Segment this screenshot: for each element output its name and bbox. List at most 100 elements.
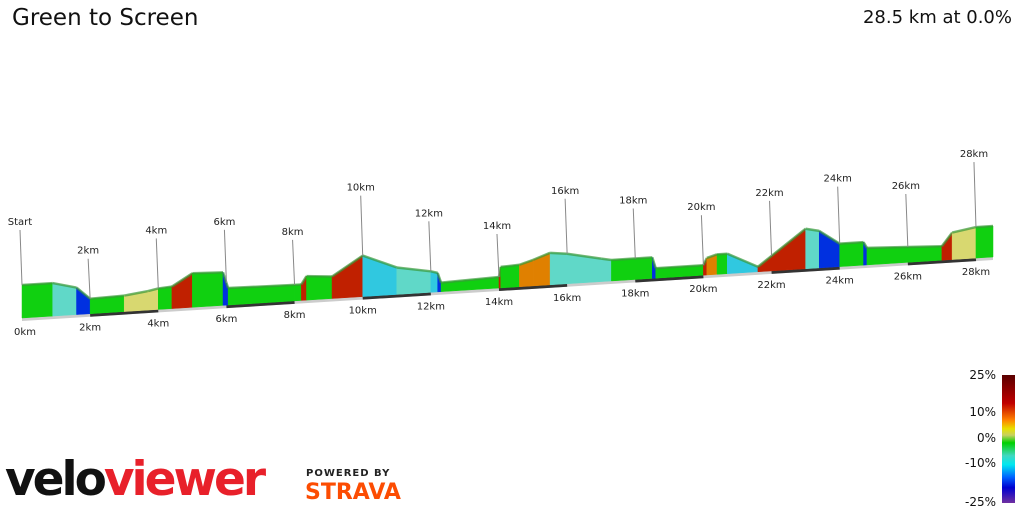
marker-label: 6km [213,217,235,228]
distance-band [90,309,159,317]
marker-label: 8km [282,227,304,238]
powered-by-label: POWERED BY [306,468,391,479]
marker-line [564,198,568,254]
profile-segment [549,252,568,286]
marker-line [19,229,23,286]
profile-top-edge [951,225,977,234]
distance-band [771,266,840,274]
profile-top-edge [300,275,308,286]
profile-top-edge [158,285,173,290]
distance-band [907,258,977,266]
axis-tick-label: 20km [689,284,717,295]
profile-top-edge [655,263,704,270]
profile-top-edge [566,252,602,260]
profile-segment [805,228,820,270]
marker-label: 10km [347,183,375,194]
marker-label: 16km [551,186,579,197]
marker-line [837,186,841,244]
profile-top-edge [866,244,942,250]
profile-top-edge [228,283,295,290]
legend-label: -25% [964,495,996,509]
elevation-profile: Start 2km 4km 6km 8km 10km 12km 14km 16km 18km 20k… [8,149,994,338]
gradient-legend: 25% 10% 0% -10% -25% [950,368,1024,512]
profile-top-edge [550,251,568,256]
profile-top-edge [90,294,125,300]
axis-tick-label: 24km [826,276,854,287]
marker-line [360,195,364,256]
profile-top-edge [757,227,807,268]
gradient-color-bar [1002,375,1015,503]
legend-label: 25% [969,368,996,382]
profile-top-edge [436,272,443,284]
axis-tick-label: 12km [417,301,445,312]
profile-top-edge [331,254,364,278]
legend-label: -10% [964,456,996,470]
distance-band [362,292,431,300]
profile-top-edge [147,287,159,293]
marker-line [292,239,296,285]
profile-segment [975,225,994,259]
profile-segment [306,275,333,301]
marker-line [700,215,704,266]
marker-label: 2km [77,246,99,257]
axis-tick-label: 10km [349,306,377,317]
profile-segment [430,271,438,293]
profile-top-edge [440,275,500,284]
profile-top-edge [862,241,869,249]
axis-tick-label: 4km [147,318,169,329]
page-title: Green to Screen [12,5,199,31]
profile-top-edge [221,271,230,289]
profile-segment [941,231,953,261]
axis-tick-label: 0km [14,327,36,338]
profile-top-edge [171,272,194,288]
profile-top-edge [123,289,149,297]
profile-top-edge [651,257,657,269]
profile-segment [21,282,53,319]
marker-line [496,234,500,278]
profile-segment [611,257,653,282]
distance-band [226,300,295,309]
profile-top-edge [192,271,224,275]
axis-tick-label: 18km [621,288,649,299]
marker-label: 26km [892,181,920,192]
profile-top-edge [430,270,438,275]
profile-top-edge [611,256,653,262]
marker-label: 24km [824,174,852,185]
axis-tick-label: 28km [962,267,990,278]
marker-label: 18km [619,195,647,206]
profile-top-edge [805,227,820,233]
marker-line [973,162,977,228]
axis-tick-label: 6km [215,314,237,325]
axis-tick-label: 8km [284,310,306,321]
profile-top-edge [726,252,759,268]
legend-label: 0% [976,431,996,445]
veloviewer-logo: veloviewer [5,452,266,507]
profile-top-edge [52,281,77,289]
profile-top-edge [601,257,612,262]
profile-segment [839,241,864,267]
marker-label: 22km [755,188,783,199]
distance-band [635,275,704,283]
axis-tick-label: 16km [553,293,581,304]
profile-top-edge [716,252,728,256]
marker-label: 28km [960,149,988,160]
marker-line [223,229,227,283]
profile-segment [158,286,173,310]
marker-line [428,221,432,272]
marker-line [87,258,91,299]
profile-segment [600,258,612,282]
profile-top-edge [975,224,994,229]
profile-top-edge [75,286,91,300]
route-summary: 28.5 km at 0.0% [862,7,1012,28]
profile-top-edge [500,263,520,269]
profile-top-edge [702,257,708,266]
profile-top-edge [839,240,864,245]
marker-label: 12km [415,208,443,219]
marker-line [632,208,636,259]
marker-line [905,193,909,248]
profile-segment [500,264,520,289]
profile-segment [294,284,302,302]
profile-top-edge [362,254,398,269]
profile-segment [716,253,728,275]
profile-top-edge [396,266,431,273]
